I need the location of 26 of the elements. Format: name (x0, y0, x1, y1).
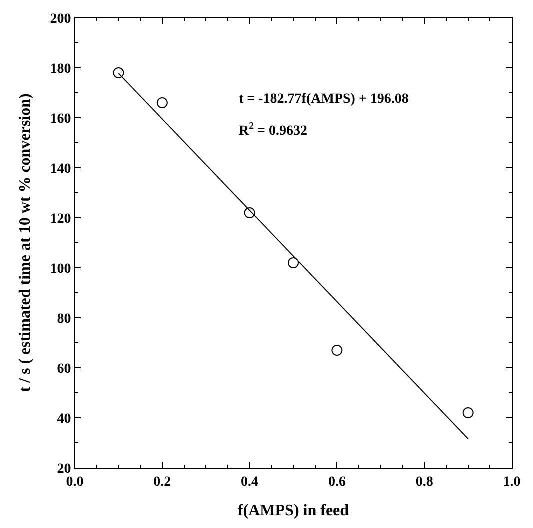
y-tick-label: 60 (57, 362, 72, 377)
y-tick-label: 80 (57, 312, 72, 327)
y-tick-label: 140 (50, 162, 72, 177)
y-tick-label: 40 (57, 412, 72, 427)
y-tick-label: 180 (50, 62, 72, 77)
point (332, 345, 343, 356)
x-tick-label: 0.0 (66, 474, 84, 490)
y-tick-label: 20 (57, 462, 72, 477)
y-tick-label: 100 (50, 262, 72, 277)
point (462, 408, 474, 418)
x-tick-label: 0.8 (416, 474, 434, 490)
y-tick-label: 160 (50, 112, 72, 127)
y-axis-title: t / s ( estimated time at 10 wt % conversion) (17, 94, 34, 392)
annotation: R$^{2}$ = 0.9632 (239, 121, 308, 139)
x-tick-label: 0.4 (241, 474, 259, 490)
y-tick-label: 200 (50, 12, 72, 27)
point (244, 208, 256, 218)
annotation: t = -182.77f(AMPS) + 196.08 (239, 92, 409, 107)
point (288, 258, 299, 268)
x-tick-label: 0.2 (154, 474, 172, 490)
x-tick-label: 1.0 (503, 474, 521, 490)
x-tick-label: 0.6 (328, 474, 346, 490)
y-tick-label: 120 (50, 212, 72, 227)
x-axis-title: f(AMPS) in feed (238, 502, 350, 520)
point (156, 98, 168, 108)
point (113, 68, 124, 78)
